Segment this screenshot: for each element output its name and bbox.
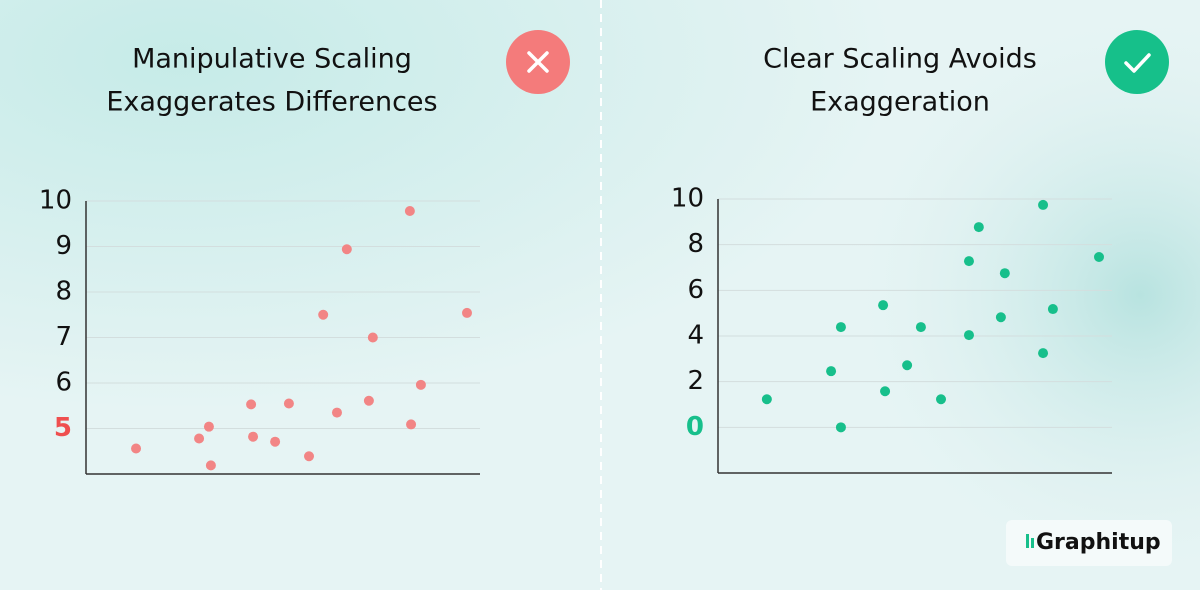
chart-title: Exaggerates Differences	[106, 87, 437, 118]
y-tick-label: 4	[687, 321, 704, 351]
scatter-point	[363, 395, 374, 406]
scatter-point	[248, 431, 259, 442]
scatter-point	[963, 256, 974, 267]
background-wash	[600, 0, 1200, 590]
scatter-point	[367, 332, 378, 343]
scatter-point	[270, 436, 281, 447]
scatter-point	[415, 379, 426, 390]
scatter-point	[761, 394, 772, 405]
scatter-point	[203, 421, 214, 432]
scatter-point	[131, 443, 142, 454]
chart-title: Manipulative Scaling	[132, 44, 412, 75]
scatter-point	[1038, 199, 1049, 210]
scatter-point	[915, 322, 926, 333]
y-tick-label: 6	[687, 275, 704, 305]
y-tick-label: 5	[54, 413, 72, 443]
scatter-point	[246, 399, 257, 410]
chart-title: Clear Scaling Avoids	[763, 44, 1037, 75]
scatter-point	[461, 307, 472, 318]
scatter-point	[936, 394, 947, 405]
wrong-badge	[506, 30, 570, 94]
scatter-point	[283, 398, 294, 409]
chart-title: Exaggeration	[810, 87, 990, 118]
y-tick-label: 8	[55, 277, 72, 307]
scatter-point	[878, 300, 889, 311]
scatter-point	[835, 322, 846, 333]
y-tick-label: 8	[687, 229, 704, 259]
right-badge	[1105, 30, 1169, 94]
scatter-point	[194, 433, 205, 444]
scatter-point	[318, 309, 329, 320]
y-tick-label: 10	[39, 186, 72, 216]
scatter-point	[963, 330, 974, 341]
scatter-point	[404, 206, 415, 217]
scatter-point	[835, 422, 846, 433]
scatter-point	[880, 386, 891, 397]
y-tick-label: 7	[55, 322, 72, 352]
scatter-point	[304, 451, 315, 462]
scatter-point	[331, 407, 342, 418]
scatter-point	[973, 222, 984, 233]
scatter-point	[1093, 251, 1104, 262]
scatter-point	[341, 244, 352, 255]
y-tick-label: 10	[671, 184, 704, 214]
y-tick-label: 9	[55, 231, 72, 261]
brand-name: Graphitup	[1036, 530, 1161, 555]
brand-logo: Graphitup	[1006, 520, 1172, 566]
scatter-point	[205, 460, 216, 471]
scatter-point	[1047, 304, 1058, 315]
scatter-point	[826, 366, 837, 377]
scatter-point	[995, 312, 1006, 323]
y-tick-label: 6	[55, 368, 72, 398]
scatter-point	[1038, 348, 1049, 359]
y-tick-label: 0	[686, 412, 704, 442]
scatter-point	[999, 268, 1010, 279]
scatter-point	[902, 360, 913, 371]
scatter-point	[406, 419, 417, 430]
y-tick-label: 2	[687, 366, 704, 396]
